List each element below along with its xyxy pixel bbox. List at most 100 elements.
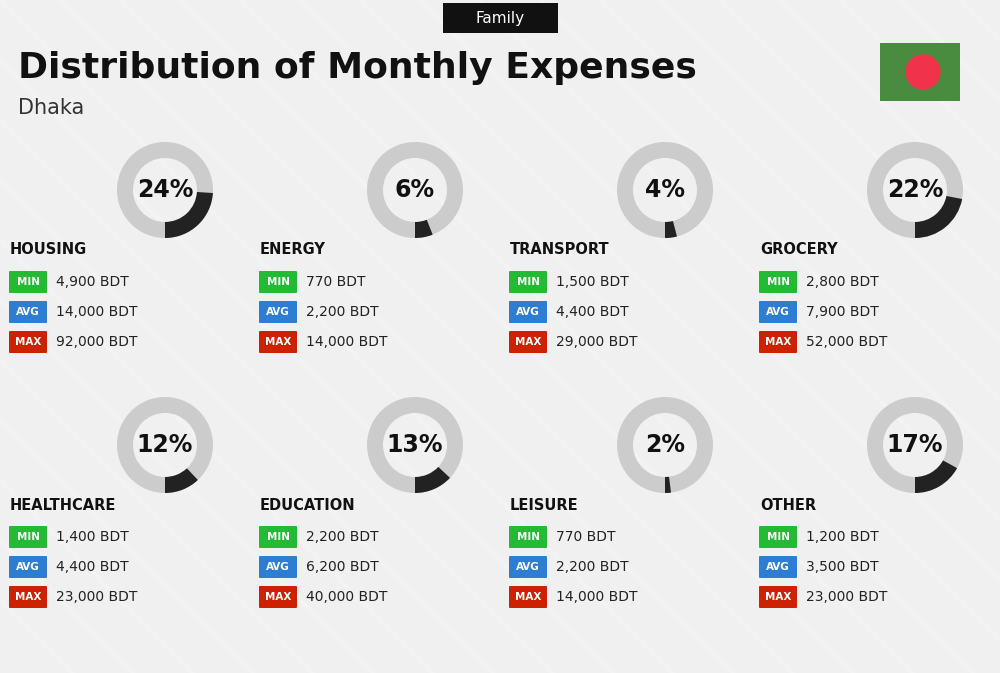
Text: Distribution of Monthly Expenses: Distribution of Monthly Expenses [18,51,697,85]
FancyBboxPatch shape [759,556,797,578]
Wedge shape [617,142,713,238]
FancyBboxPatch shape [759,301,797,323]
FancyBboxPatch shape [9,331,47,353]
Text: AVG: AVG [16,562,40,572]
Wedge shape [165,468,198,493]
Text: MAX: MAX [265,337,291,347]
Text: MAX: MAX [15,337,41,347]
Text: GROCERY: GROCERY [760,242,838,258]
Text: AVG: AVG [516,307,540,317]
Text: 13%: 13% [387,433,443,457]
Text: HEALTHCARE: HEALTHCARE [10,497,116,513]
Text: ENERGY: ENERGY [260,242,326,258]
Text: OTHER: OTHER [760,497,816,513]
Text: 23,000 BDT: 23,000 BDT [56,590,137,604]
Wedge shape [117,142,213,238]
Text: TRANSPORT: TRANSPORT [510,242,610,258]
FancyBboxPatch shape [759,586,797,608]
FancyBboxPatch shape [9,556,47,578]
Text: 4,900 BDT: 4,900 BDT [56,275,129,289]
Text: 4%: 4% [645,178,685,202]
Text: 2,200 BDT: 2,200 BDT [306,530,379,544]
FancyBboxPatch shape [9,586,47,608]
Text: LEISURE: LEISURE [510,497,579,513]
Text: 92,000 BDT: 92,000 BDT [56,335,138,349]
Text: MIN: MIN [266,277,290,287]
Text: 23,000 BDT: 23,000 BDT [806,590,887,604]
Wedge shape [165,192,213,238]
Text: 2%: 2% [645,433,685,457]
FancyBboxPatch shape [259,271,297,293]
Wedge shape [415,467,450,493]
Text: 1,400 BDT: 1,400 BDT [56,530,129,544]
FancyBboxPatch shape [442,3,558,33]
Text: 770 BDT: 770 BDT [306,275,366,289]
FancyBboxPatch shape [509,301,547,323]
FancyBboxPatch shape [259,556,297,578]
Wedge shape [617,397,713,493]
Text: 4,400 BDT: 4,400 BDT [556,305,629,319]
Text: 22%: 22% [887,178,943,202]
FancyBboxPatch shape [759,331,797,353]
Text: MAX: MAX [265,592,291,602]
Text: 2,200 BDT: 2,200 BDT [556,560,629,574]
Text: 14,000 BDT: 14,000 BDT [56,305,138,319]
Text: MAX: MAX [515,592,541,602]
FancyBboxPatch shape [509,556,547,578]
Text: MIN: MIN [16,532,40,542]
Text: MIN: MIN [16,277,40,287]
FancyBboxPatch shape [9,271,47,293]
Text: MIN: MIN [767,532,790,542]
Wedge shape [367,142,463,238]
Text: 1,200 BDT: 1,200 BDT [806,530,879,544]
Wedge shape [117,397,213,493]
Text: 3,500 BDT: 3,500 BDT [806,560,879,574]
Text: 14,000 BDT: 14,000 BDT [306,335,388,349]
Text: AVG: AVG [766,562,790,572]
Text: 40,000 BDT: 40,000 BDT [306,590,387,604]
Text: HOUSING: HOUSING [10,242,87,258]
Text: AVG: AVG [266,307,290,317]
FancyBboxPatch shape [759,526,797,548]
Text: 29,000 BDT: 29,000 BDT [556,335,638,349]
Text: AVG: AVG [766,307,790,317]
Wedge shape [867,142,963,238]
Text: 770 BDT: 770 BDT [556,530,616,544]
Text: 14,000 BDT: 14,000 BDT [556,590,638,604]
Text: 4,400 BDT: 4,400 BDT [56,560,129,574]
Text: MAX: MAX [15,592,41,602]
Text: MIN: MIN [266,532,290,542]
Text: MAX: MAX [765,337,791,347]
Text: MAX: MAX [765,592,791,602]
FancyBboxPatch shape [759,271,797,293]
Text: 7,900 BDT: 7,900 BDT [806,305,879,319]
Text: 1,500 BDT: 1,500 BDT [556,275,629,289]
Text: Family: Family [475,11,525,26]
FancyBboxPatch shape [9,301,47,323]
Wedge shape [415,220,433,238]
Text: 12%: 12% [137,433,193,457]
FancyBboxPatch shape [509,331,547,353]
Wedge shape [915,460,957,493]
FancyBboxPatch shape [259,331,297,353]
FancyBboxPatch shape [259,301,297,323]
FancyBboxPatch shape [259,586,297,608]
Text: 17%: 17% [887,433,943,457]
Text: Dhaka: Dhaka [18,98,84,118]
Text: 24%: 24% [137,178,193,202]
Wedge shape [367,397,463,493]
Text: AVG: AVG [266,562,290,572]
Text: MIN: MIN [516,532,540,542]
FancyBboxPatch shape [259,526,297,548]
Text: MAX: MAX [515,337,541,347]
FancyBboxPatch shape [509,526,547,548]
Text: 2,200 BDT: 2,200 BDT [306,305,379,319]
FancyBboxPatch shape [880,43,960,101]
FancyBboxPatch shape [509,271,547,293]
Wedge shape [665,476,671,493]
Text: AVG: AVG [516,562,540,572]
Wedge shape [665,221,677,238]
Text: 2,800 BDT: 2,800 BDT [806,275,879,289]
Text: 6%: 6% [395,178,435,202]
FancyBboxPatch shape [509,586,547,608]
